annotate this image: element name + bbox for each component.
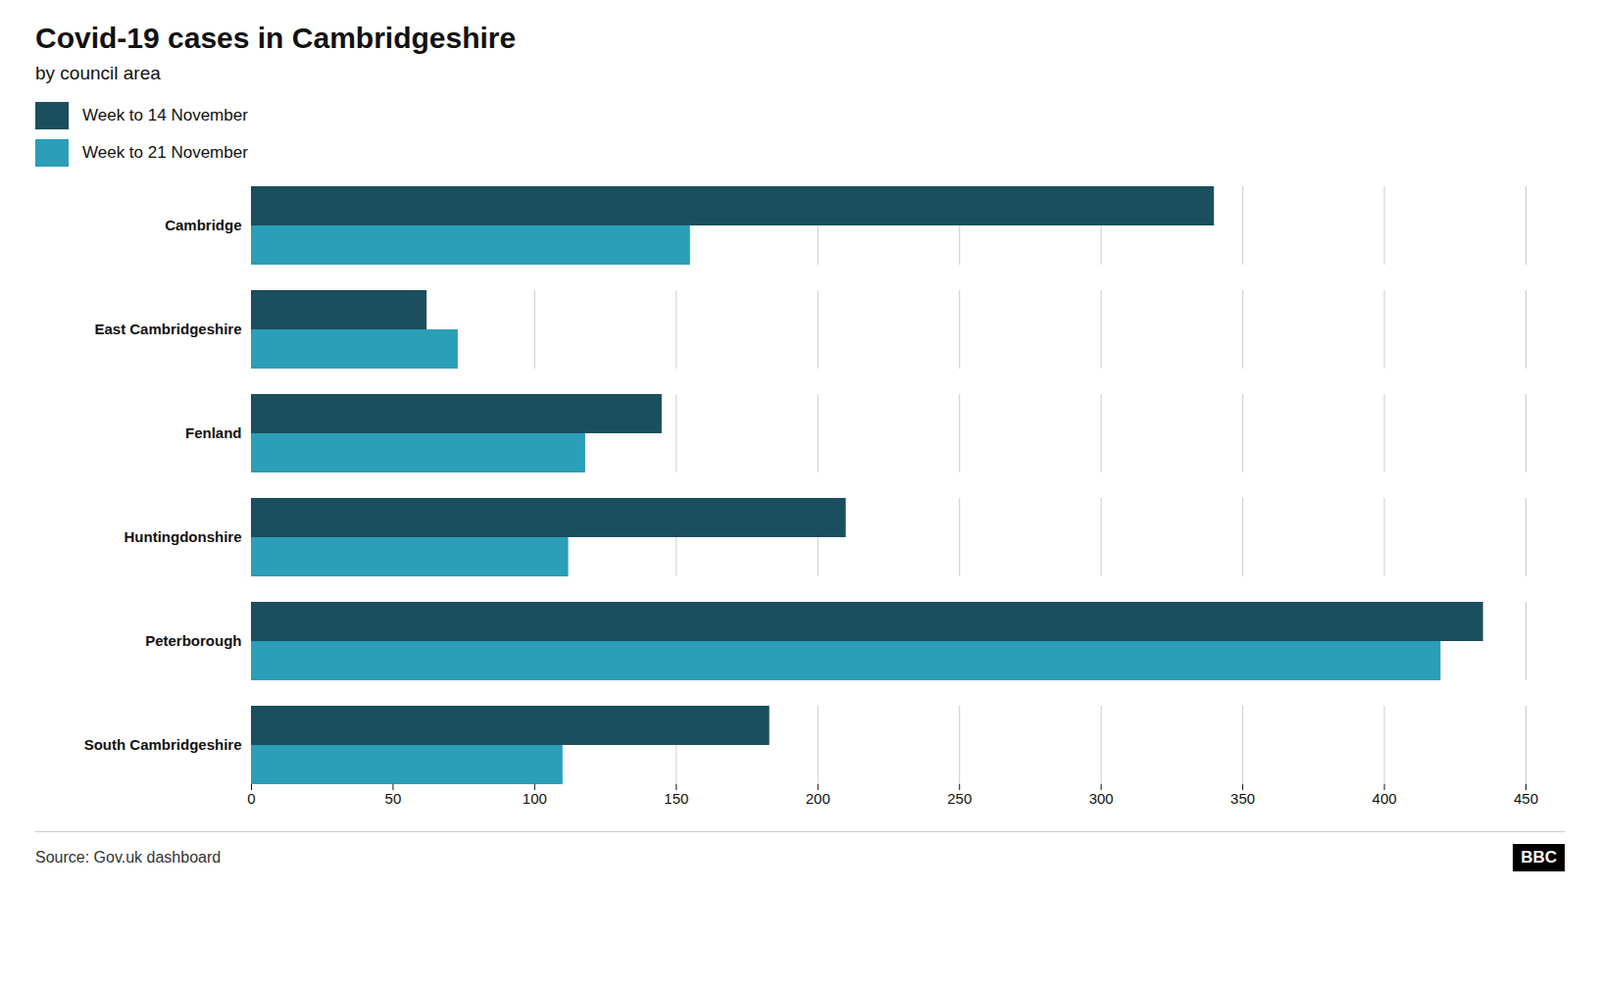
svg-text:400: 400 <box>1372 790 1398 807</box>
svg-text:50: 50 <box>385 790 402 807</box>
svg-text:Fenland: Fenland <box>185 424 243 442</box>
svg-text:300: 300 <box>1089 790 1114 807</box>
svg-text:250: 250 <box>947 790 972 807</box>
html-text:by council area: by council area <box>35 62 161 84</box>
svg-text:150: 150 <box>663 790 689 807</box>
svg-text:0: 0 <box>247 790 255 807</box>
html-text:BBC: BBC <box>1520 848 1557 867</box>
svg-text:South Cambridgeshire: South Cambridgeshire <box>84 736 243 753</box>
html-text:Covid-19 cases in Cambridgeshi: Covid-19 cases in Cambridgeshire <box>35 21 516 54</box>
svg-text:Cambridge: Cambridge <box>164 216 242 234</box>
svg-text:100: 100 <box>522 790 548 807</box>
html-text:Week to 14 November: Week to 14 November <box>82 105 248 125</box>
svg-text:450: 450 <box>1513 790 1539 807</box>
html-text:Source: Gov.uk dashboard: Source: Gov.uk dashboard <box>35 849 221 866</box>
svg-text:200: 200 <box>805 790 831 807</box>
html-text:Week to 21 November: Week to 21 November <box>82 143 248 162</box>
svg-text:350: 350 <box>1230 790 1255 807</box>
svg-text:Peterborough: Peterborough <box>145 632 242 650</box>
svg-text:Huntingdonshire: Huntingdonshire <box>124 528 243 546</box>
svg-text:East Cambridgeshire: East Cambridgeshire <box>94 320 242 338</box>
